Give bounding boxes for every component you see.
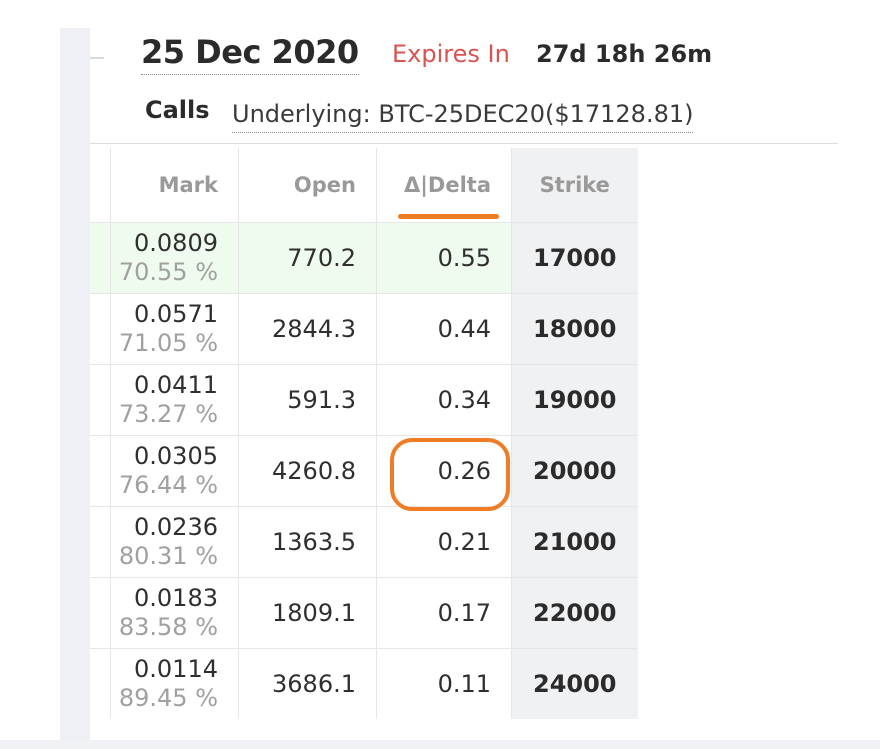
mark-price: 0.0571 <box>134 299 218 328</box>
table-row[interactable]: 0.0305 76.44 % 4260.8 0.26 20000 <box>90 434 638 506</box>
row-gutter <box>90 363 111 435</box>
header-divider <box>90 143 838 144</box>
table-row[interactable]: 0.0411 73.27 % 591.3 0.34 19000 <box>90 363 638 435</box>
expiry-date[interactable]: 25 Dec 2020 <box>141 30 359 75</box>
table-row[interactable]: 0.0809 70.55 % 770.2 0.55 17000 <box>90 221 638 293</box>
open-interest-cell: 2844.3 <box>238 292 377 364</box>
strike-cell: 18000 <box>511 292 638 364</box>
mark-cell[interactable]: 0.0411 73.27 % <box>110 363 239 435</box>
mark-price: 0.0809 <box>134 228 218 257</box>
table-row[interactable]: 0.0183 83.58 % 1809.1 0.17 22000 <box>90 576 638 648</box>
strike-cell: 19000 <box>511 363 638 435</box>
mark-iv: 70.55 % <box>118 257 218 286</box>
mark-price: 0.0183 <box>134 583 218 612</box>
table-header-row: Mark Open Δ|Delta Strike <box>90 148 638 222</box>
delta-cell: 0.26 <box>376 434 512 506</box>
mark-cell[interactable]: 0.0305 76.44 % <box>110 434 239 506</box>
strike-cell: 17000 <box>511 221 638 293</box>
mark-cell[interactable]: 0.0114 89.45 % <box>110 647 239 719</box>
mark-iv: 71.05 % <box>118 328 218 357</box>
mark-price: 0.0305 <box>134 441 218 470</box>
mark-cell[interactable]: 0.0183 83.58 % <box>110 576 239 648</box>
bottom-edge-band <box>0 740 880 749</box>
calls-label: Calls <box>145 96 210 124</box>
column-header-mark[interactable]: Mark <box>110 148 239 222</box>
open-interest-cell: 4260.8 <box>238 434 377 506</box>
open-interest-cell: 591.3 <box>238 363 377 435</box>
column-header-strike[interactable]: Strike <box>511 148 638 222</box>
delta-header-label: Δ|Delta <box>403 172 491 197</box>
expires-in-countdown: 27d 18h 26m <box>536 40 713 68</box>
open-interest-cell: 1809.1 <box>238 576 377 648</box>
open-interest-cell: 3686.1 <box>238 647 377 719</box>
strike-cell: 20000 <box>511 434 638 506</box>
delta-header-text-wrap: Δ|Delta <box>397 172 499 219</box>
mark-iv: 83.58 % <box>118 612 218 641</box>
delta-cell: 0.21 <box>376 505 512 577</box>
delta-highlight-underline <box>397 213 499 219</box>
column-header-open[interactable]: Open <box>238 148 377 222</box>
delta-cell: 0.17 <box>376 576 512 648</box>
delta-cell: 0.34 <box>376 363 512 435</box>
row-gutter <box>90 576 111 648</box>
strike-cell: 21000 <box>511 505 638 577</box>
underlying-link[interactable]: Underlying: BTC-25DEC20($17128.81) <box>232 96 694 133</box>
delta-cell: 0.55 <box>376 221 512 293</box>
row-gutter-header <box>90 148 111 222</box>
mark-iv: 76.44 % <box>118 470 218 499</box>
row-gutter <box>90 505 111 577</box>
mark-iv: 73.27 % <box>118 399 218 428</box>
strike-cell: 22000 <box>511 576 638 648</box>
expires-in-label: Expires In <box>392 40 510 68</box>
row-gutter <box>90 221 111 293</box>
row-gutter <box>90 647 111 719</box>
column-header-delta[interactable]: Δ|Delta <box>376 148 512 222</box>
table-row[interactable]: 0.0571 71.05 % 2844.3 0.44 18000 <box>90 292 638 364</box>
left-panel-strip <box>60 28 90 740</box>
mark-price: 0.0236 <box>134 512 218 541</box>
open-interest-cell: 770.2 <box>238 221 377 293</box>
table-row[interactable]: 0.0114 89.45 % 3686.1 0.11 24000 <box>90 647 638 719</box>
mark-iv: 80.31 % <box>118 541 218 570</box>
strike-cell: 24000 <box>511 647 638 719</box>
open-interest-cell: 1363.5 <box>238 505 377 577</box>
mark-price: 0.0114 <box>134 654 218 683</box>
mark-cell[interactable]: 0.0809 70.55 % <box>110 221 239 293</box>
row-gutter <box>90 434 111 506</box>
row-gutter <box>90 292 111 364</box>
mark-price: 0.0411 <box>134 370 218 399</box>
panel-divider-tick <box>90 57 104 59</box>
delta-cell: 0.44 <box>376 292 512 364</box>
delta-cell: 0.11 <box>376 647 512 719</box>
mark-iv: 89.45 % <box>118 683 218 712</box>
mark-cell[interactable]: 0.0236 80.31 % <box>110 505 239 577</box>
options-chain-table: Mark Open Δ|Delta Strike 0.0809 70.55 % … <box>90 148 638 719</box>
mark-cell[interactable]: 0.0571 71.05 % <box>110 292 239 364</box>
table-row[interactable]: 0.0236 80.31 % 1363.5 0.21 21000 <box>90 505 638 577</box>
